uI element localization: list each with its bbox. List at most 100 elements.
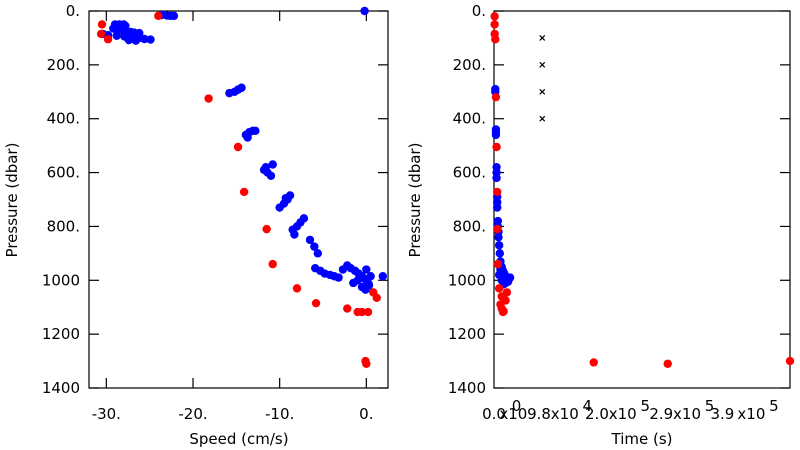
time-cross-marker bbox=[539, 88, 546, 95]
speed-data-point bbox=[251, 126, 260, 136]
time-x-tick-label: x10 bbox=[673, 405, 701, 423]
time-x-tick-label: x10 bbox=[499, 405, 527, 423]
time-data-point bbox=[502, 288, 512, 297]
time-ticks bbox=[494, 10, 790, 389]
speed-data-point bbox=[305, 235, 315, 245]
time-y-tick-label: 600. bbox=[453, 164, 486, 182]
speed-data-point bbox=[292, 284, 302, 293]
time-data-point bbox=[494, 284, 504, 293]
speed-data-point bbox=[140, 34, 149, 44]
speed-data-point bbox=[262, 224, 271, 234]
speed-data-point bbox=[243, 133, 252, 142]
time-y-axis-title: Pressure (dbar) bbox=[406, 143, 424, 258]
time-x-tick-label: 2.0 bbox=[585, 405, 609, 423]
time-points bbox=[490, 12, 795, 368]
time-data-point bbox=[494, 270, 504, 280]
time-cross-marker bbox=[539, 61, 546, 68]
time-data-point bbox=[663, 359, 672, 368]
speed-data-point bbox=[343, 304, 352, 313]
time-y-tick-label: 200. bbox=[453, 56, 486, 74]
speed-x-tick-label: -30. bbox=[92, 405, 121, 423]
time-cross-marker bbox=[539, 115, 546, 122]
time-x-tick-label: 2.9 bbox=[649, 405, 673, 423]
time-data-point bbox=[492, 142, 501, 152]
speed-data-point bbox=[233, 142, 243, 152]
speed-data-point bbox=[204, 94, 213, 103]
speed-y-tick-label: 1400 bbox=[42, 379, 80, 397]
speed-x-tick-label: -20. bbox=[178, 405, 207, 423]
speed-data-point bbox=[96, 29, 106, 39]
speed-data-point bbox=[97, 20, 107, 29]
time-y-tick-label: 1000 bbox=[448, 271, 486, 289]
time-plot-frame bbox=[493, 10, 791, 389]
speed-data-point bbox=[364, 281, 374, 290]
time-data-point bbox=[493, 203, 502, 212]
time-data-point bbox=[493, 259, 503, 269]
speed-data-point bbox=[299, 214, 309, 223]
speed-data-point bbox=[131, 36, 140, 45]
time-x-tick-label: x10 bbox=[551, 405, 579, 423]
time-cross-marker bbox=[539, 35, 546, 41]
speed-points bbox=[96, 6, 387, 368]
speed-data-point bbox=[362, 265, 371, 274]
speed-data-point bbox=[356, 273, 365, 282]
time-x-tick-label: 0 bbox=[512, 397, 522, 415]
time-data-point bbox=[493, 224, 502, 234]
time-data-point bbox=[499, 307, 508, 316]
time-y-tick-label: 0. bbox=[472, 2, 486, 20]
speed-data-point bbox=[154, 11, 163, 21]
speed-panel: 0. 200. 400. 600. 800. 1000 1200 1400 -30. -20. -1… bbox=[3, 2, 389, 448]
time-data-point bbox=[495, 249, 504, 258]
speed-data-point bbox=[103, 35, 113, 44]
time-data-point bbox=[494, 241, 504, 250]
speed-data-point bbox=[360, 6, 369, 16]
speed-y-tick-label: 1200 bbox=[42, 325, 80, 343]
speed-data-point bbox=[266, 171, 276, 181]
time-y-tick-label: 400. bbox=[453, 110, 486, 128]
time-data-point bbox=[494, 233, 503, 242]
time-x-axis-title: Time (s) bbox=[611, 430, 673, 448]
speed-data-point bbox=[372, 293, 381, 302]
time-data-point bbox=[492, 173, 501, 183]
speed-data-point bbox=[281, 193, 290, 203]
speed-data-point bbox=[313, 249, 322, 258]
time-x-tick-label: 5 bbox=[705, 397, 715, 415]
speed-data-point bbox=[239, 187, 249, 197]
speed-data-point bbox=[357, 307, 367, 317]
speed-data-point bbox=[261, 162, 270, 172]
time-data-point bbox=[491, 130, 501, 140]
speed-data-point bbox=[349, 278, 358, 288]
speed-y-tick-label: 400. bbox=[47, 110, 80, 128]
speed-x-tick-label: 0. bbox=[359, 405, 373, 423]
speed-data-point bbox=[169, 11, 179, 21]
time-x-tick-label: 3.9 bbox=[711, 405, 735, 423]
time-x-tick-label: 5 bbox=[640, 397, 650, 415]
speed-data-point bbox=[363, 307, 373, 317]
speed-data-point bbox=[237, 83, 246, 92]
time-x-tick-label: 5 bbox=[769, 397, 779, 415]
speed-data-point bbox=[268, 160, 277, 169]
speed-y-tick-label: 800. bbox=[47, 217, 80, 235]
speed-data-point bbox=[112, 31, 121, 40]
time-data-point bbox=[490, 12, 499, 21]
time-data-point bbox=[491, 92, 501, 102]
speed-plot-frame bbox=[88, 10, 389, 389]
speed-y-tick-label: 1000 bbox=[42, 271, 80, 289]
time-data-point bbox=[501, 278, 510, 288]
speed-data-point bbox=[378, 272, 387, 281]
time-y-tick-label: 1400 bbox=[448, 379, 486, 397]
speed-x-axis-title: Speed (cm/s) bbox=[189, 430, 288, 448]
speed-data-point bbox=[124, 35, 134, 45]
time-data-point bbox=[785, 356, 795, 366]
speed-x-tick-label: -10. bbox=[265, 405, 294, 423]
time-data-point bbox=[490, 20, 499, 29]
time-y-tick-label: 1200 bbox=[448, 325, 486, 343]
speed-data-point bbox=[146, 35, 155, 44]
speed-data-point bbox=[366, 272, 375, 281]
speed-data-point bbox=[268, 259, 277, 269]
speed-data-point bbox=[334, 273, 343, 282]
time-x-tick-label: 0.0 bbox=[482, 405, 506, 423]
speed-y-tick-label: 0. bbox=[66, 2, 80, 20]
